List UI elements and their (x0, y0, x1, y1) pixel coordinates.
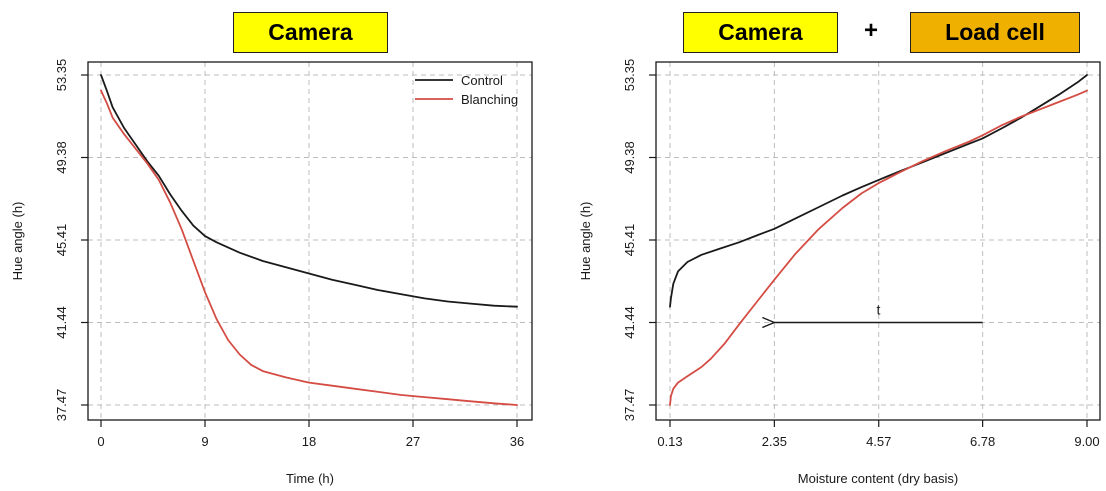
left-xtick-label-2: 18 (302, 434, 316, 449)
right-ytick-label-3: 49.38 (622, 141, 637, 174)
left-x-axis-label: Time (h) (286, 471, 334, 486)
annotation-label: t (877, 302, 881, 318)
right-xtick-label-4: 9.00 (1074, 434, 1099, 449)
left-y-axis-label: Hue angle (h) (10, 202, 25, 281)
legend-label-blanching: Blanching (461, 92, 518, 107)
left-xtick-label-0: 0 (97, 434, 104, 449)
left-xtick-label-4: 36 (510, 434, 524, 449)
left-series-line-blanching (100, 89, 518, 406)
left-camera-label: Camera (233, 12, 388, 53)
right-plot-frame (655, 61, 1101, 421)
left-plot-frame (87, 61, 533, 421)
left-series-line-control (100, 74, 518, 308)
legend-label-control: Control (461, 73, 503, 88)
right-xtick-label-3: 6.78 (970, 434, 995, 449)
right-series-line-red (669, 89, 1088, 406)
right-xtick-label-1: 2.35 (762, 434, 787, 449)
right-ytick-label-0: 37.47 (622, 389, 637, 422)
load-cell-label: Load cell (910, 12, 1080, 53)
right-ytick-label-2: 45.41 (622, 224, 637, 257)
right-ytick-label-4: 53.35 (622, 59, 637, 92)
right-xtick-label-0: 0.13 (657, 434, 682, 449)
right-x-axis-label: Moisture content (dry basis) (798, 471, 958, 486)
left-xtick-label-1: 9 (201, 434, 208, 449)
left-ytick-label-0: 37.47 (54, 389, 69, 422)
plus-sign: + (864, 17, 879, 44)
left-ytick-label-3: 49.38 (54, 141, 69, 174)
left-ytick-label-2: 45.41 (54, 224, 69, 257)
left-ytick-label-1: 41.44 (54, 306, 69, 339)
right-ytick-label-1: 41.44 (622, 306, 637, 339)
left-xtick-label-3: 27 (406, 434, 420, 449)
right-xtick-label-2: 4.57 (866, 434, 891, 449)
left-ytick-label-4: 53.35 (54, 59, 69, 92)
right-camera-label: Camera (683, 12, 838, 53)
right-series-line-black (669, 74, 1088, 308)
right-y-axis-label: Hue angle (h) (578, 202, 593, 281)
